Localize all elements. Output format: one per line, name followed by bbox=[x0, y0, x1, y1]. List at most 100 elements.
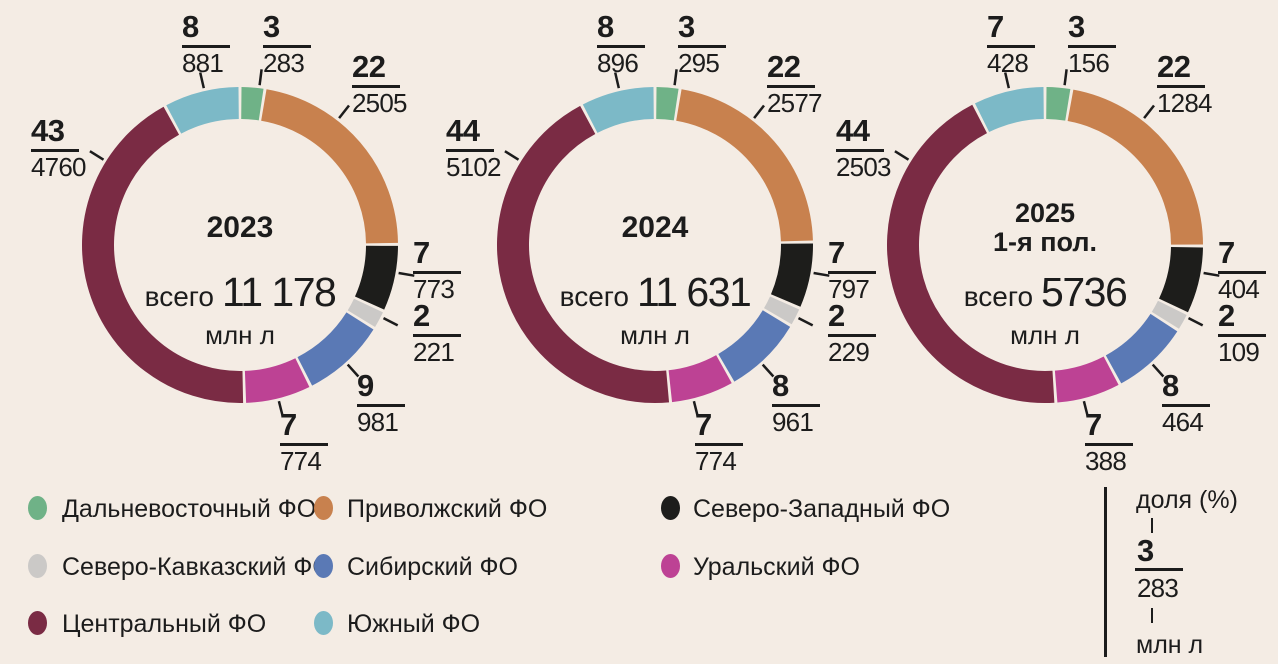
segment-share-percent: 3 bbox=[1068, 9, 1085, 44]
total-value: 11 631 bbox=[636, 269, 752, 315]
label-leader-tick bbox=[258, 69, 263, 86]
fraction-rule bbox=[678, 45, 726, 48]
segment-value: 156 bbox=[1068, 48, 1110, 78]
label-leader-tick bbox=[1203, 271, 1220, 277]
legend-swatch bbox=[314, 611, 333, 635]
legend-swatch bbox=[28, 554, 47, 578]
fraction-rule bbox=[182, 45, 230, 48]
segment-share-percent: 8 bbox=[182, 9, 199, 44]
segment-label: 7 428 bbox=[987, 11, 1035, 78]
fraction-rule bbox=[695, 443, 743, 446]
segment-share-percent: 2 bbox=[413, 298, 430, 333]
legend-swatch bbox=[661, 554, 680, 578]
fraction-rule bbox=[263, 45, 311, 48]
segment-label: 22 1284 bbox=[1157, 49, 1212, 117]
key-share-label: доля (%) bbox=[1136, 486, 1238, 514]
donut-ring bbox=[497, 69, 830, 418]
segment-label: 8 961 bbox=[772, 370, 820, 437]
segment-value: 221 bbox=[413, 337, 455, 367]
segment-label: 9 981 bbox=[357, 370, 405, 436]
key-share-example: 3 bbox=[1137, 533, 1154, 568]
label-leader-tick bbox=[198, 72, 206, 89]
donut-segment bbox=[668, 354, 732, 403]
donut-segment bbox=[297, 312, 374, 386]
fraction-rule bbox=[413, 334, 461, 337]
segment-label: 3 295 bbox=[678, 9, 726, 77]
segment-share-percent: 22 bbox=[767, 49, 801, 84]
segment-label: 7 774 bbox=[280, 409, 328, 476]
fraction-rule bbox=[1218, 334, 1266, 337]
donut-segment bbox=[260, 89, 398, 244]
segment-label: 2 229 bbox=[828, 298, 876, 366]
chart-year: 2024 bbox=[525, 196, 785, 260]
segment-share-percent: 2 bbox=[1218, 298, 1235, 333]
segment-label: 2 109 bbox=[1218, 298, 1266, 367]
fraction-rule bbox=[1162, 404, 1210, 407]
segment-value: 773 bbox=[413, 274, 455, 304]
segment-label: 8 896 bbox=[597, 11, 645, 77]
legend-label: Южный ФО bbox=[347, 610, 481, 638]
label-leader-tick bbox=[89, 150, 105, 161]
total-value: 11 178 bbox=[221, 269, 337, 315]
fraction-rule bbox=[413, 271, 461, 274]
segment-value: 5102 bbox=[446, 152, 501, 182]
donut-chart-2025: 3 156 22 1284 7 404 2 109 8 464 7 388 44 2503 7 428 2025… bbox=[830, 0, 1266, 478]
legend-swatch bbox=[314, 554, 333, 578]
segment-value: 2577 bbox=[767, 88, 822, 118]
label-leader-tick bbox=[894, 150, 910, 161]
donut-segment bbox=[347, 298, 383, 327]
legend-label: Северо-Кавказский ФО bbox=[62, 553, 332, 581]
donut-segment bbox=[1158, 246, 1203, 313]
segment-value: 797 bbox=[828, 274, 870, 304]
donut-segment bbox=[1105, 313, 1178, 384]
label-leader-tick bbox=[1082, 400, 1090, 418]
fraction-rule bbox=[772, 404, 820, 407]
legend-swatch bbox=[28, 611, 47, 635]
segment-label: 44 5102 bbox=[446, 113, 501, 182]
fraction-rule bbox=[987, 45, 1035, 48]
segment-label: 22 2577 bbox=[767, 49, 822, 118]
segment-value: 2503 bbox=[836, 152, 891, 182]
key-connector-top bbox=[1151, 518, 1153, 533]
fraction-rule bbox=[31, 149, 79, 152]
chart-unit: млн л bbox=[205, 320, 275, 350]
segment-value: 404 bbox=[1218, 274, 1260, 304]
label-leader-tick bbox=[673, 69, 678, 86]
legend-label: Приволжский ФО bbox=[347, 495, 548, 523]
label-leader-tick bbox=[1187, 316, 1204, 327]
fraction-rule bbox=[357, 404, 405, 407]
donut-segment bbox=[675, 89, 813, 242]
total-prefix: всего bbox=[963, 281, 1034, 312]
segment-label: 7 388 bbox=[1085, 407, 1133, 475]
segment-share-percent: 7 bbox=[828, 235, 845, 270]
segment-share-percent: 43 bbox=[31, 113, 65, 148]
segment-label: 7 797 bbox=[828, 235, 876, 304]
segment-value: 428 bbox=[987, 48, 1029, 78]
donut-segment bbox=[1151, 300, 1187, 329]
chart-unit: млн л bbox=[1010, 320, 1080, 350]
label-leader-tick bbox=[504, 150, 520, 161]
segment-share-percent: 44 bbox=[446, 113, 480, 148]
segment-share-percent: 3 bbox=[678, 9, 695, 44]
segment-share-percent: 44 bbox=[836, 113, 870, 148]
fraction-rule bbox=[1157, 85, 1205, 88]
donut-segment bbox=[166, 87, 240, 134]
segment-value: 961 bbox=[772, 407, 814, 437]
legend-label: Сибирский ФО bbox=[347, 553, 518, 581]
label-leader-tick bbox=[346, 363, 360, 378]
label-leader-tick bbox=[338, 104, 350, 119]
segment-label: 22 2505 bbox=[352, 51, 407, 117]
segment-value: 774 bbox=[280, 446, 322, 476]
segment-label: 43 4760 bbox=[31, 113, 86, 181]
segment-value: 109 bbox=[1218, 337, 1260, 367]
fraction-rule bbox=[767, 85, 815, 88]
donut-segment bbox=[770, 243, 813, 307]
chart-period-subtitle: 1-я пол. bbox=[992, 227, 1098, 257]
label-leader-tick bbox=[692, 400, 700, 418]
segment-share-percent: 22 bbox=[1157, 49, 1191, 84]
label-leader-tick bbox=[1143, 104, 1155, 119]
segment-share-percent: 2 bbox=[828, 298, 845, 333]
segment-share-percent: 7 bbox=[1085, 407, 1102, 442]
segment-share-percent: 7 bbox=[1218, 235, 1235, 270]
